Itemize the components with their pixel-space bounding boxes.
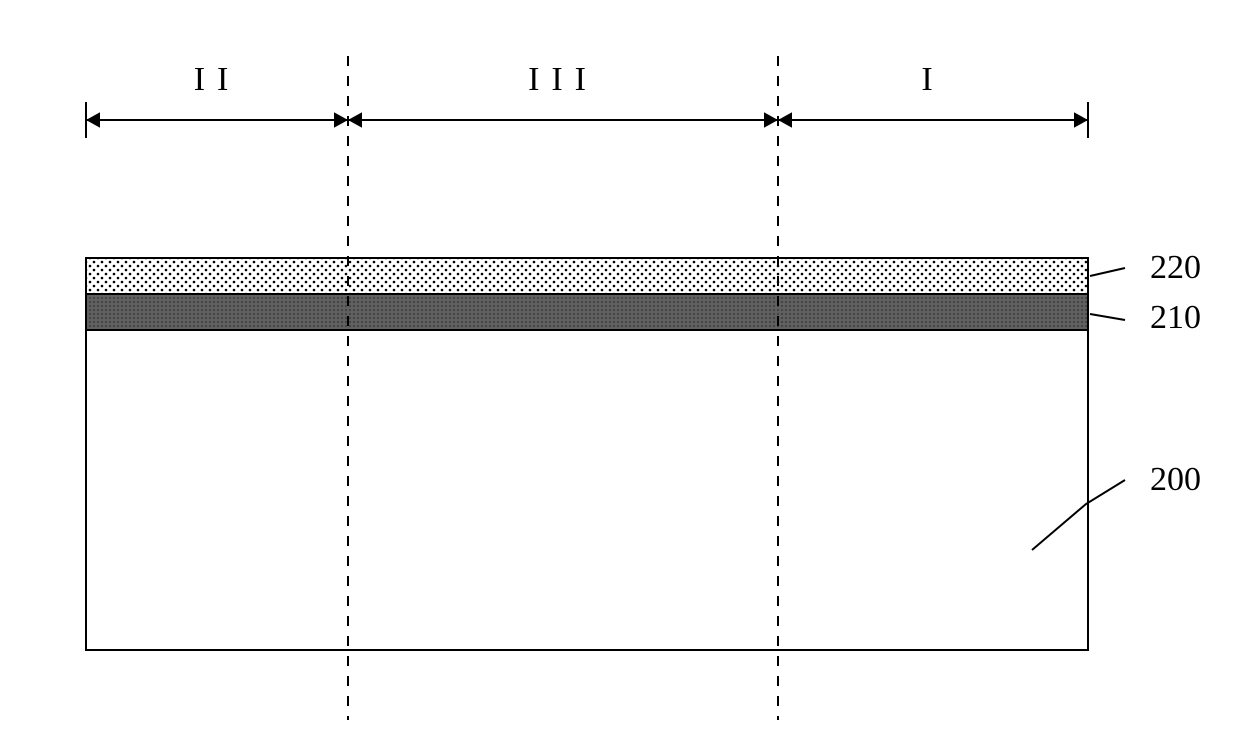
callout-label-210: 210 bbox=[1150, 299, 1201, 336]
layer-200-substrate bbox=[86, 330, 1088, 650]
callout-label-220: 220 bbox=[1150, 249, 1201, 286]
region-label-ii: II bbox=[194, 61, 240, 98]
layer-210 bbox=[86, 294, 1088, 330]
callout-leader-210 bbox=[1090, 314, 1125, 320]
callout-label-200: 200 bbox=[1150, 461, 1201, 498]
cross-section-diagram: II III I 220 210 200 bbox=[0, 0, 1240, 756]
callout-leader-220 bbox=[1090, 268, 1125, 276]
region-label-i: I bbox=[921, 61, 944, 98]
layer-220 bbox=[86, 258, 1088, 294]
region-label-iii: III bbox=[528, 61, 598, 98]
dimension-line bbox=[86, 102, 1088, 138]
